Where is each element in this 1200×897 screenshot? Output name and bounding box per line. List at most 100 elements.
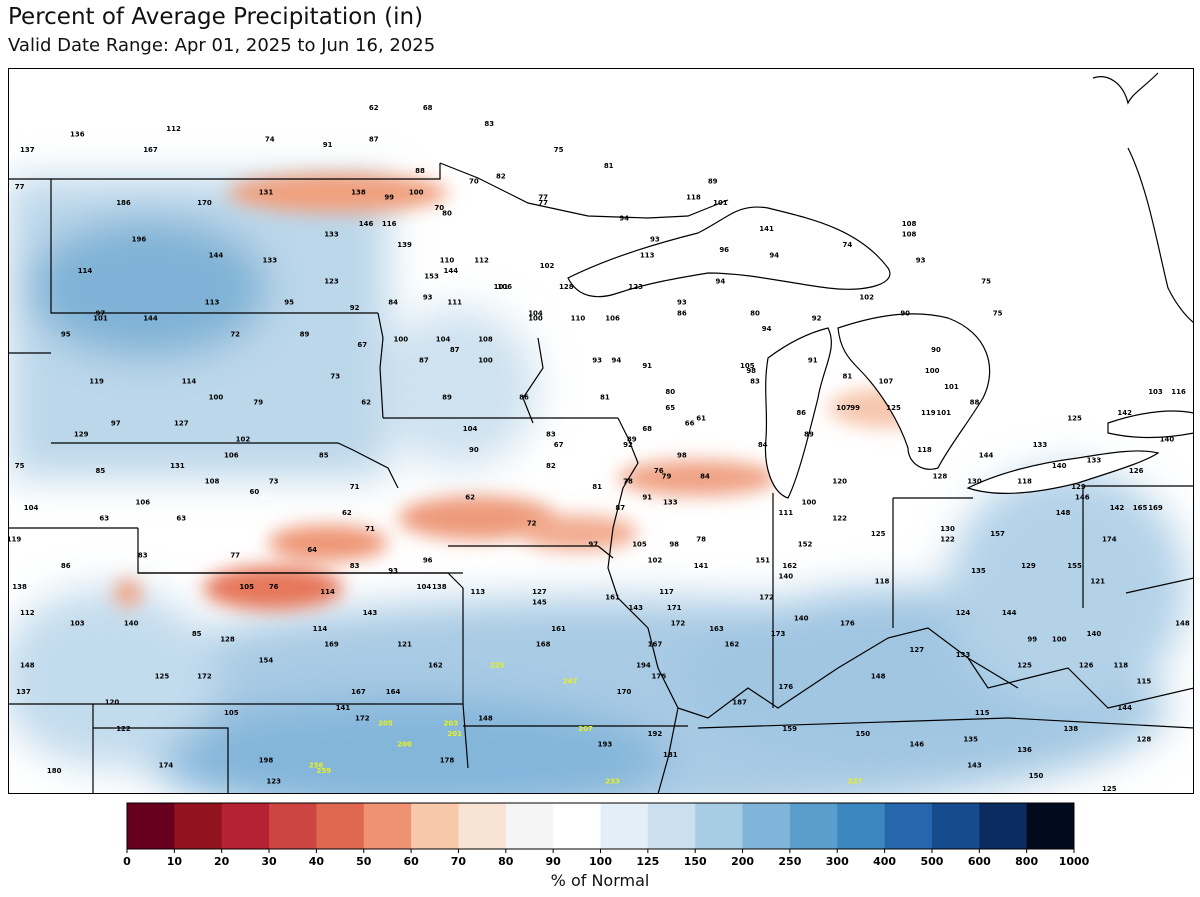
value-label: 107 bbox=[836, 404, 851, 412]
value-label: 128 bbox=[220, 635, 235, 643]
value-label: 101 bbox=[944, 383, 959, 391]
value-label: 113 bbox=[205, 299, 220, 307]
colorbar-tick-label: 300 bbox=[826, 855, 849, 868]
value-label: 100 bbox=[409, 188, 424, 196]
value-label: 78 bbox=[696, 536, 706, 544]
value-label: 105 bbox=[224, 709, 239, 717]
value-label: 125 bbox=[1067, 415, 1082, 423]
value-label: 118 bbox=[1113, 662, 1128, 670]
value-label: 140 bbox=[778, 572, 793, 580]
value-label: 73 bbox=[269, 478, 279, 486]
value-label: 181 bbox=[663, 751, 678, 759]
value-label: 70 bbox=[469, 178, 479, 186]
colorbar-swatch bbox=[127, 803, 175, 849]
value-label: 72 bbox=[230, 330, 240, 338]
value-label: 172 bbox=[355, 714, 370, 722]
value-label: 100 bbox=[925, 367, 940, 375]
value-label: 120 bbox=[832, 478, 847, 486]
value-label: 165 bbox=[1133, 504, 1148, 512]
value-label: 77 bbox=[538, 199, 548, 207]
value-label: 119 bbox=[921, 409, 936, 417]
value-label: 142 bbox=[1110, 504, 1125, 512]
value-label: 87 bbox=[369, 136, 379, 144]
value-label: 114 bbox=[320, 588, 335, 596]
value-label: 77 bbox=[230, 551, 240, 559]
precip-field-wet bbox=[8, 178, 1188, 794]
great-lakes bbox=[567, 206, 1194, 499]
colorbar-swatch bbox=[837, 803, 886, 849]
colorbar-tick-label: 90 bbox=[545, 855, 561, 868]
value-label: 146 bbox=[1075, 493, 1090, 501]
colorbar-tick-label: 200 bbox=[731, 855, 754, 868]
value-label: 84 bbox=[758, 441, 768, 449]
map-frame bbox=[8, 68, 1194, 794]
value-label: 193 bbox=[598, 741, 613, 749]
value-label: 99 bbox=[1027, 635, 1037, 643]
colorbar-swatches bbox=[126, 802, 1075, 850]
value-label: 120 bbox=[105, 699, 120, 707]
value-label: 152 bbox=[798, 541, 813, 549]
value-label: 144 bbox=[443, 267, 458, 275]
value-label: 80 bbox=[442, 209, 452, 217]
value-label: 118 bbox=[686, 194, 701, 202]
value-label: 145 bbox=[532, 599, 547, 607]
value-label: 115 bbox=[1137, 678, 1152, 686]
value-label: 82 bbox=[496, 173, 506, 181]
value-label: 148 bbox=[871, 672, 886, 680]
value-label: 137 bbox=[16, 688, 31, 696]
value-label: 135 bbox=[963, 735, 978, 743]
value-label: 136 bbox=[1017, 746, 1032, 754]
value-label: 139 bbox=[397, 241, 412, 249]
value-label: 76 bbox=[269, 583, 279, 591]
value-label: 89 bbox=[708, 178, 718, 186]
value-label: 162 bbox=[428, 662, 443, 670]
value-label: 85 bbox=[96, 467, 106, 475]
value-label: 42 bbox=[261, 493, 271, 501]
value-label: 61 bbox=[696, 415, 706, 423]
value-label: 92 bbox=[812, 315, 822, 323]
value-label: 83 bbox=[138, 551, 148, 559]
value-label: 164 bbox=[386, 688, 401, 696]
map-title: Percent of Average Precipitation (in) bbox=[8, 4, 424, 30]
value-label: 100 bbox=[209, 393, 224, 401]
value-label: 143 bbox=[967, 762, 982, 770]
value-label: 194 bbox=[636, 662, 651, 670]
value-label: 118 bbox=[1017, 478, 1032, 486]
value-label: 207 bbox=[578, 725, 593, 733]
value-label: 236 bbox=[309, 762, 324, 770]
value-label: 205 bbox=[378, 720, 393, 728]
colorbar-tick-label: 125 bbox=[636, 855, 659, 868]
colorbar-swatch bbox=[269, 803, 317, 849]
value-label: 192 bbox=[648, 730, 663, 738]
value-label: 144 bbox=[1117, 704, 1132, 712]
value-label: 106 bbox=[605, 315, 620, 323]
value-label: 174 bbox=[1102, 536, 1117, 544]
value-label: 43 bbox=[527, 478, 537, 486]
value-label: 92 bbox=[350, 304, 360, 312]
colorbar-swatch bbox=[789, 803, 838, 849]
value-label: 77 bbox=[15, 183, 25, 191]
value-label: 104 bbox=[528, 309, 543, 317]
value-label: 144 bbox=[1002, 609, 1017, 617]
value-label: 86 bbox=[61, 562, 71, 570]
value-label: 105 bbox=[239, 583, 254, 591]
value-label: 140 bbox=[1052, 462, 1067, 470]
value-label: 81 bbox=[600, 393, 610, 401]
value-label: 62 bbox=[342, 509, 352, 517]
value-label: 114 bbox=[313, 625, 328, 633]
value-label: 75 bbox=[554, 146, 564, 154]
value-label: 102 bbox=[540, 262, 555, 270]
value-label: 67 bbox=[554, 441, 564, 449]
value-label: 89 bbox=[627, 436, 637, 444]
value-label: 157 bbox=[990, 530, 1005, 538]
value-label: 142 bbox=[1117, 409, 1132, 417]
colorbar-tick-label: 20 bbox=[214, 855, 230, 868]
value-label: 119 bbox=[8, 536, 21, 544]
state-borders bbox=[8, 162, 1194, 794]
value-label: 108 bbox=[902, 230, 917, 238]
colorbar-swatch bbox=[363, 803, 412, 849]
value-label: 203 bbox=[443, 720, 458, 728]
value-label: 143 bbox=[628, 604, 643, 612]
value-label: 122 bbox=[832, 514, 847, 522]
value-label: 168 bbox=[536, 641, 551, 649]
